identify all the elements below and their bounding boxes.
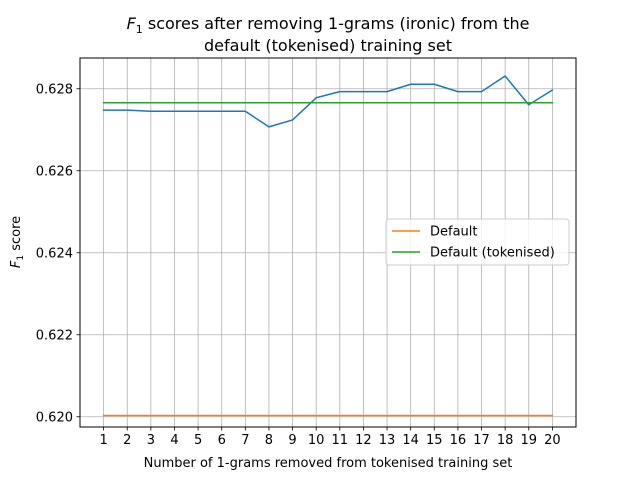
x-tick-label: 7 xyxy=(241,433,249,448)
y-axis-label: F1 score xyxy=(9,216,26,268)
x-tick-label: 8 xyxy=(265,433,273,448)
x-tick-label: 1 xyxy=(99,433,107,448)
y-axis-ticks: 0.620 0.622 0.624 0.626 0.628 xyxy=(36,82,80,425)
x-tick-label: 10 xyxy=(308,433,325,448)
axes-frame xyxy=(79,57,577,428)
legend: Default Default (tokenised) xyxy=(385,218,570,266)
chart-title-line-1: F1 scores after removing 1-grams (ironic… xyxy=(127,14,530,36)
y-tick-label: 0.620 xyxy=(36,410,73,425)
legend-label-default: Default xyxy=(430,225,478,240)
x-tick-label: 9 xyxy=(288,433,296,448)
x-axis-label: Number of 1-grams removed from tokenised… xyxy=(144,456,513,471)
x-tick-label: 12 xyxy=(355,433,372,448)
x-tick-label: 17 xyxy=(473,433,490,448)
data-series xyxy=(102,75,554,417)
x-tick-label: 20 xyxy=(544,433,561,448)
series-f1-scores-line xyxy=(102,75,554,128)
x-tick-label: 14 xyxy=(402,433,419,448)
y-tick-label: 0.626 xyxy=(36,164,73,179)
legend-label-default-tokenised: Default (tokenised) xyxy=(430,246,555,261)
chart-title-line-2: default (tokenised) training set xyxy=(204,36,452,55)
x-tick-label: 16 xyxy=(450,433,467,448)
y-tick-label: 0.628 xyxy=(36,82,73,97)
x-tick-label: 3 xyxy=(147,433,155,448)
x-tick-label: 15 xyxy=(426,433,443,448)
x-tick-label: 6 xyxy=(218,433,226,448)
y-tick-label: 0.624 xyxy=(36,246,73,261)
x-tick-label: 2 xyxy=(123,433,131,448)
x-tick-label: 13 xyxy=(379,433,396,448)
x-tick-label: 11 xyxy=(332,433,349,448)
x-tick-label: 18 xyxy=(497,433,514,448)
y-tick-label: 0.622 xyxy=(36,328,73,343)
legend-box xyxy=(385,218,570,266)
x-tick-label: 4 xyxy=(170,433,178,448)
x-tick-label: 5 xyxy=(194,433,202,448)
x-axis-ticks: 1 2 3 4 5 6 7 8 9 10 11 12 13 14 15 16 17 18 19 20 xyxy=(99,427,561,448)
x-tick-label: 19 xyxy=(520,433,537,448)
